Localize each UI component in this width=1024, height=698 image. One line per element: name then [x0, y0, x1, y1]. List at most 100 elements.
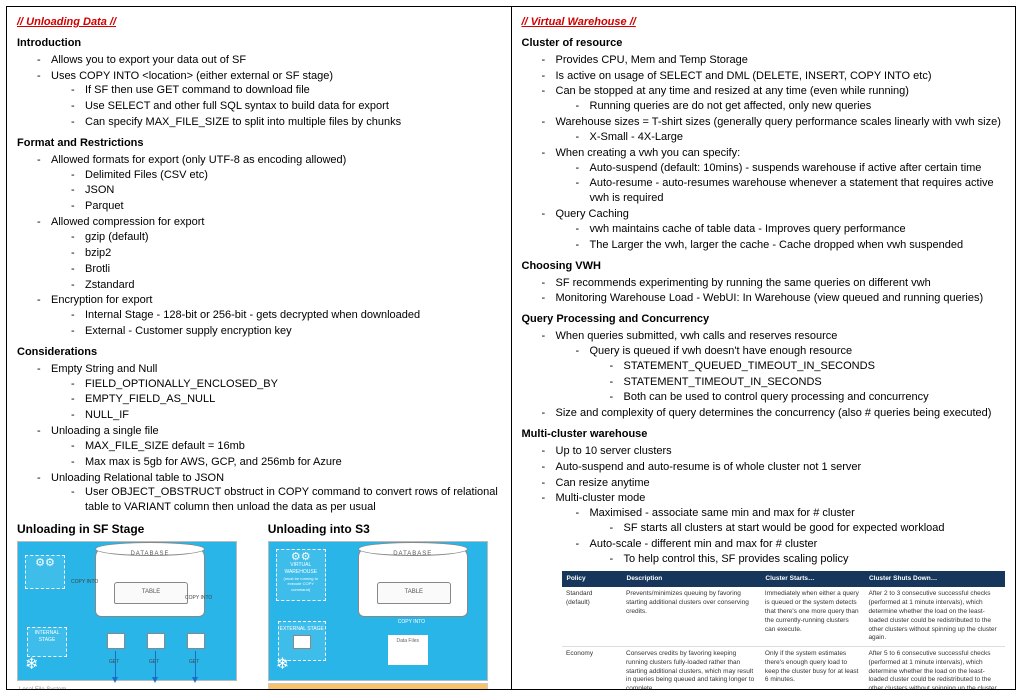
table-header: Description [622, 571, 761, 587]
list-item: Delimited Files (CSV etc) [51, 168, 501, 183]
table-row: Economy Conserves credits by favoring ke… [562, 647, 1005, 689]
left-column: // Unloading Data // Introduction Allows… [7, 7, 512, 689]
arrow-down-icon [152, 677, 158, 683]
list-item: FIELD_OPTIONALLY_ENCLOSED_BY [51, 377, 501, 392]
intro-heading: Introduction [17, 36, 501, 51]
list-item: Maximised - associate same min and max f… [556, 506, 1006, 536]
two-column-notes: // Unloading Data // Introduction Allows… [6, 6, 1016, 690]
list-item: Auto-suspend (default: 10mins) - suspend… [556, 161, 1006, 176]
list-item: vwh maintains cache of table data - Impr… [556, 222, 1006, 237]
list-item: The Larger the vwh, larger the cache - C… [556, 238, 1006, 253]
list-item: Both can be used to control query proces… [590, 390, 1006, 405]
list-item: When creating a vwh you can specify: Aut… [522, 146, 1006, 206]
stage-icon [293, 635, 311, 649]
left-title: // Unloading Data // [17, 15, 501, 30]
arrow-down-icon [112, 677, 118, 683]
list-item: JSON [51, 183, 501, 198]
right-title: // Virtual Warehouse // [522, 15, 1006, 30]
scaling-policy-table: Policy Description Cluster Starts… Clust… [562, 571, 1006, 689]
list-item: External - Customer supply encryption ke… [51, 324, 501, 339]
database-icon: DATABASE TABLE [358, 547, 468, 617]
diagram-row: Unloading in SF Stage ❄ DATABASE TABLE ⚙… [17, 521, 501, 689]
list-item: Uses COPY INTO <location> (either extern… [17, 69, 501, 130]
list-item: EMPTY_FIELD_AS_NULL [51, 392, 501, 407]
list-item: STATEMENT_TIMEOUT_IN_SECONDS [590, 375, 1006, 390]
list-item: Can specify MAX_FILE_SIZE to split into … [51, 115, 501, 130]
choosing-list: SF recommends experimenting by running t… [522, 276, 1006, 307]
list-item: MAX_FILE_SIZE default = 16mb [51, 439, 501, 454]
stage-icon [107, 633, 125, 649]
list-item: Allowed compression for export gzip (def… [17, 215, 501, 292]
list-item: Running queries are do not get affected,… [556, 99, 1006, 114]
list-item: Up to 10 server clusters [522, 444, 1006, 459]
virtual-warehouse-box: ⚙⚙ [25, 555, 65, 589]
table-row: Standard (default) Prevents/minimizes qu… [562, 587, 1005, 647]
list-item: If SF then use GET command to download f… [51, 83, 501, 98]
external-stage-box: EXTERNAL STAGE [278, 621, 326, 661]
list-item: X-Small - 4X-Large [556, 130, 1006, 145]
table-header: Cluster Starts… [761, 571, 865, 587]
sf-stage-diagram: Unloading in SF Stage ❄ DATABASE TABLE ⚙… [17, 521, 250, 689]
cluster-list: Provides CPU, Mem and Temp Storage Is ac… [522, 53, 1006, 253]
internal-stage-box: INTERNAL STAGE [27, 627, 67, 657]
list-item: Is active on usage of SELECT and DML (DE… [522, 69, 1006, 84]
multi-heading: Multi-cluster warehouse [522, 427, 1006, 442]
stage-icon [187, 633, 205, 649]
list-item: Allowed formats for export (only UTF-8 a… [17, 153, 501, 214]
list-item: To help control this, SF provides scalin… [590, 552, 1006, 567]
table-header: Cluster Shuts Down… [864, 571, 1004, 587]
list-item: SF starts all clusters at start would be… [590, 521, 1006, 536]
stage-icon [147, 633, 165, 649]
list-item: Max max is 5gb for AWS, GCP, and 256mb f… [51, 455, 501, 470]
list-item: User OBJECT_OBSTRUCT obstruct in COPY co… [51, 485, 501, 515]
list-item: Provides CPU, Mem and Temp Storage [522, 53, 1006, 68]
database-icon: DATABASE TABLE [95, 547, 205, 617]
diag2-title: Unloading into S3 [268, 521, 501, 537]
qp-list: When queries submitted, vwh calls and re… [522, 329, 1006, 421]
list-item: Size and complexity of query determines … [522, 406, 1006, 421]
list-item: Allows you to export your data out of SF [17, 53, 501, 68]
list-item: Auto-suspend and auto-resume is of whole… [522, 460, 1006, 475]
list-item: NULL_IF [51, 408, 501, 423]
cluster-heading: Cluster of resource [522, 36, 1006, 51]
gear-icon: ⚙⚙ [28, 558, 62, 568]
right-column: // Virtual Warehouse // Cluster of resou… [512, 7, 1016, 689]
list-item: Zstandard [51, 278, 501, 293]
choosing-heading: Choosing VWH [522, 259, 1006, 274]
list-item: Query is queued if vwh doesn't have enou… [556, 344, 1006, 405]
list-item: Internal Stage - 128-bit or 256-bit - ge… [51, 308, 501, 323]
list-item: Auto-resume - auto-resumes warehouse whe… [556, 176, 1006, 206]
gear-icon: ⚙⚙ [279, 552, 323, 562]
intro-list: Allows you to export your data out of SF… [17, 53, 501, 130]
virtual-warehouse-box: ⚙⚙ VIRTUAL WAREHOUSE (must be running to… [276, 549, 326, 601]
list-item: Can resize anytime [522, 476, 1006, 491]
list-item: Empty String and Null FIELD_OPTIONALLY_E… [17, 362, 501, 423]
list-item: Monitoring Warehouse Load - WebUI: In Wa… [522, 291, 1006, 306]
s3-diagram: Unloading into S3 ❄ DATABASE TABLE ⚙⚙ VI… [268, 521, 501, 689]
format-list: Allowed formats for export (only UTF-8 a… [17, 153, 501, 339]
list-item: bzip2 [51, 246, 501, 261]
considerations-heading: Considerations [17, 345, 501, 360]
list-item: Can be stopped at any time and resized a… [522, 84, 1006, 114]
arrow-down-icon [192, 677, 198, 683]
file-icon: Data Files [388, 635, 428, 665]
qp-heading: Query Processing and Concurrency [522, 312, 1006, 327]
diag1-title: Unloading in SF Stage [17, 521, 250, 537]
list-item: Auto-scale - different min and max for #… [556, 537, 1006, 567]
list-item: Parquet [51, 199, 501, 214]
list-item: STATEMENT_QUEUED_TIMEOUT_IN_SECONDS [590, 359, 1006, 374]
list-item: Multi-cluster mode Maximised - associate… [522, 491, 1006, 566]
considerations-list: Empty String and Null FIELD_OPTIONALLY_E… [17, 362, 501, 515]
list-item: When queries submitted, vwh calls and re… [522, 329, 1006, 405]
table-header: Policy [562, 571, 622, 587]
format-heading: Format and Restrictions [17, 136, 501, 151]
list-item: Encryption for export Internal Stage - 1… [17, 293, 501, 339]
multi-list: Up to 10 server clusters Auto-suspend an… [522, 444, 1006, 567]
list-item: gzip (default) [51, 230, 501, 245]
list-item: Use SELECT and other full SQL syntax to … [51, 99, 501, 114]
list-item: Brotli [51, 262, 501, 277]
list-item: Query Caching vwh maintains cache of tab… [522, 207, 1006, 253]
list-item: Warehouse sizes = T-shirt sizes (general… [522, 115, 1006, 145]
list-item: SF recommends experimenting by running t… [522, 276, 1006, 291]
list-item: Unloading Relational table to JSON User … [17, 471, 501, 516]
